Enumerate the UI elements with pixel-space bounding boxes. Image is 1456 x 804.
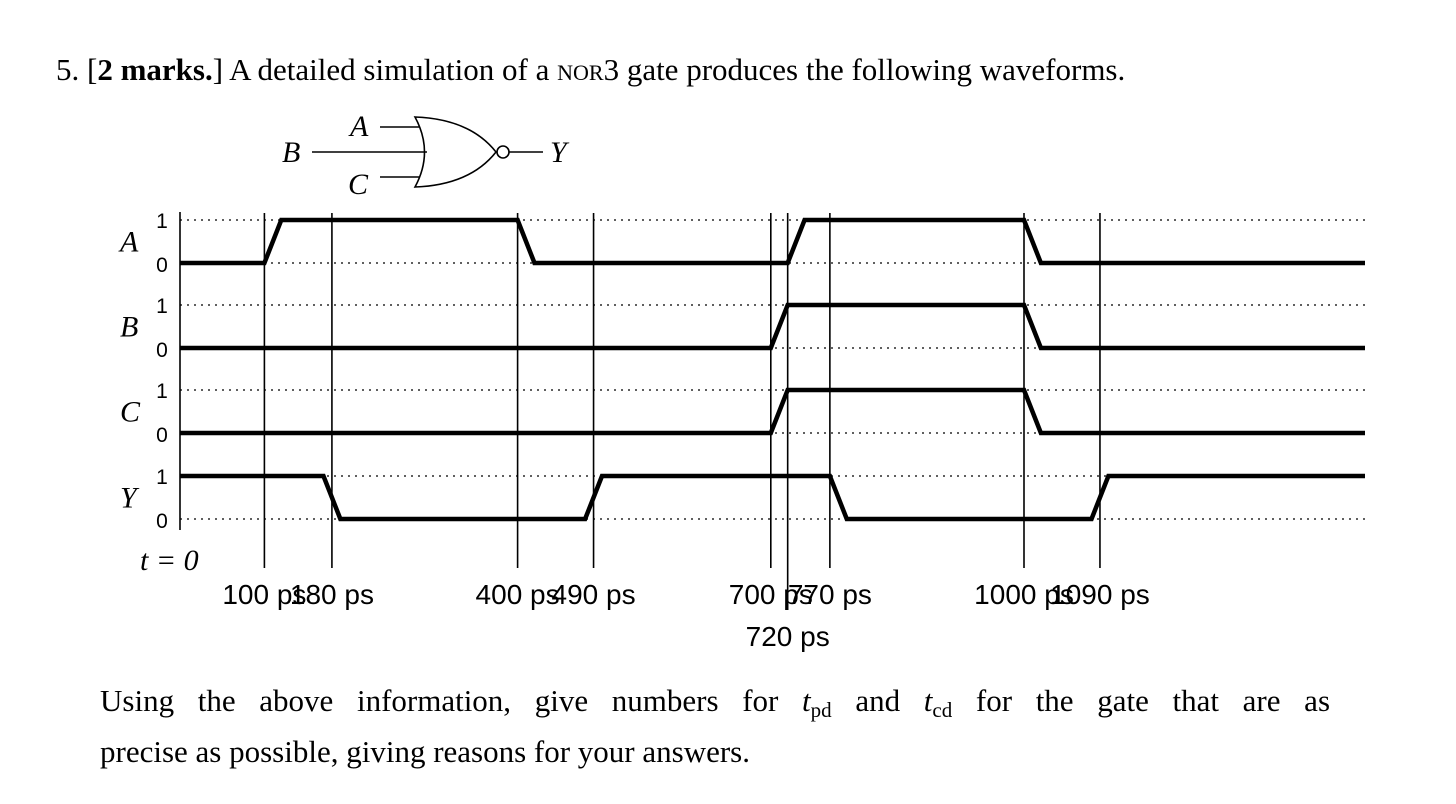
waveform-c	[180, 387, 1365, 436]
time-marker-label: 1090 ps	[1050, 579, 1150, 610]
time-marker-label: 700 ps	[729, 579, 813, 610]
signal-name-b: B	[120, 311, 138, 344]
tpd-subscript: pd	[810, 698, 832, 722]
time-marker-label: 490 ps	[552, 579, 636, 610]
gate-count: 3	[603, 52, 620, 87]
question-text-after: gate produces the following waveforms.	[626, 52, 1126, 87]
question-number: 5.	[56, 52, 80, 87]
waveform-a	[180, 217, 1365, 266]
waveforms	[180, 217, 1365, 522]
time-marker-lines	[263, 213, 1101, 610]
question-text-before: A detailed simulation of a	[229, 52, 550, 87]
waveform-y	[180, 473, 1365, 522]
level-high-label: 1	[156, 466, 168, 489]
time-marker-label: 1000 ps	[974, 579, 1074, 610]
marks-open: [	[87, 52, 98, 87]
inversion-bubble-icon	[496, 145, 510, 159]
level-low-label: 0	[156, 254, 168, 277]
signal-name-a: A	[118, 226, 139, 259]
gate-output-y-label: Y	[550, 136, 570, 169]
time-origin-label: t = 0	[140, 544, 199, 577]
level-high-label: 1	[156, 210, 168, 233]
marks-close: ]	[212, 52, 224, 87]
prompt-part-1: Using the above information, give number…	[100, 683, 779, 718]
level-high-label: 1	[156, 380, 168, 403]
level-low-label: 0	[156, 424, 168, 447]
level-high-label: 1	[156, 295, 168, 318]
tcd-subscript: cd	[932, 698, 953, 722]
signal-name-c: C	[120, 396, 141, 429]
prompt-part-2: for the gate that are as	[975, 683, 1331, 718]
time-marker-label: 720 ps	[746, 621, 830, 652]
gate-input-a-label: A	[348, 110, 369, 143]
prompt-line-1: Using the above information, give number…	[100, 680, 1330, 731]
waveform-b	[180, 302, 1365, 351]
gate-input-c-label: C	[348, 168, 369, 201]
question-heading: 5. [2 marks.] A detailed simulation of a…	[56, 52, 1125, 88]
level-low-label: 0	[156, 339, 168, 362]
level-low-label: 0	[156, 510, 168, 533]
gate-name: nor	[557, 52, 604, 87]
nor-gate-symbol	[312, 116, 543, 188]
prompt-line-2: precise as possible, giving reasons for …	[100, 734, 750, 769]
prompt-and: and	[855, 683, 901, 718]
marks-label: 2 marks.	[97, 52, 213, 87]
time-marker-label: 100 ps	[222, 579, 306, 610]
nor-gate-body-icon	[413, 116, 498, 188]
gate-input-b-label: B	[282, 136, 300, 169]
tpd-variable: t	[802, 683, 811, 718]
time-marker-label: 180 ps	[290, 579, 374, 610]
signal-name-y: Y	[120, 482, 140, 515]
tcd-variable: t	[923, 683, 933, 718]
prompt-paragraph: Using the above information, give number…	[100, 680, 1330, 773]
time-marker-label: 770 ps	[788, 579, 872, 610]
time-marker-label: 400 ps	[476, 579, 560, 610]
